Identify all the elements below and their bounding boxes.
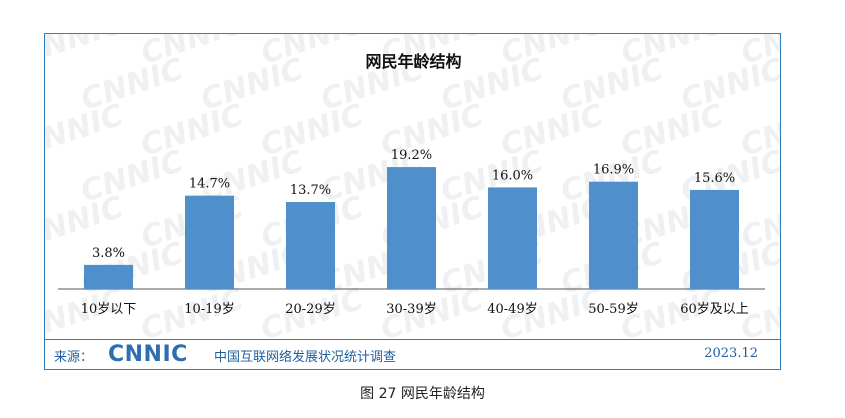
chart-frame: CNNIC CNNIC CNNIC CNNIC CNNIC CNNIC CNNIC CNNIC… bbox=[44, 33, 781, 370]
bar bbox=[488, 187, 537, 289]
source-footer: 来源： CNNIC 中国互联网络发展状况统计调查 2023.12 bbox=[45, 339, 780, 369]
source-date: 2023.12 bbox=[704, 346, 758, 361]
chart-title: 网民年龄结构 bbox=[365, 52, 462, 71]
data-label: 16.0% bbox=[492, 168, 533, 183]
data-label: 3.8% bbox=[92, 246, 125, 261]
source-org: 中国互联网络发展状况统计调查 bbox=[214, 350, 397, 365]
category-label: 50-59岁 bbox=[588, 302, 638, 317]
category-label: 10-19岁 bbox=[184, 302, 234, 317]
data-label: 15.6% bbox=[694, 171, 735, 186]
bar bbox=[185, 195, 234, 289]
cnnic-logo: CNNIC bbox=[108, 342, 188, 367]
category-label: 60岁及以上 bbox=[680, 302, 749, 317]
category-label: 30-39岁 bbox=[386, 302, 436, 317]
data-label: 16.9% bbox=[593, 163, 634, 178]
data-label: 19.2% bbox=[391, 148, 432, 163]
bar-chart: 3.8% 10岁以下 14.7% 10-19岁 13.7% 20-29岁 19.2% 30-3… bbox=[58, 148, 765, 317]
category-label: 10岁以下 bbox=[81, 302, 137, 317]
category-label: 20-29岁 bbox=[285, 302, 335, 317]
source-label: 来源： bbox=[54, 350, 94, 365]
data-label: 13.7% bbox=[290, 183, 331, 198]
bar bbox=[589, 181, 638, 289]
category-label: 40-49岁 bbox=[487, 302, 537, 317]
figure-caption: 图 27 网民年龄结构 bbox=[360, 386, 485, 402]
data-label: 14.7% bbox=[189, 177, 230, 192]
bar bbox=[690, 189, 739, 289]
bar bbox=[387, 167, 436, 289]
bar bbox=[84, 264, 133, 289]
bar bbox=[286, 202, 335, 289]
